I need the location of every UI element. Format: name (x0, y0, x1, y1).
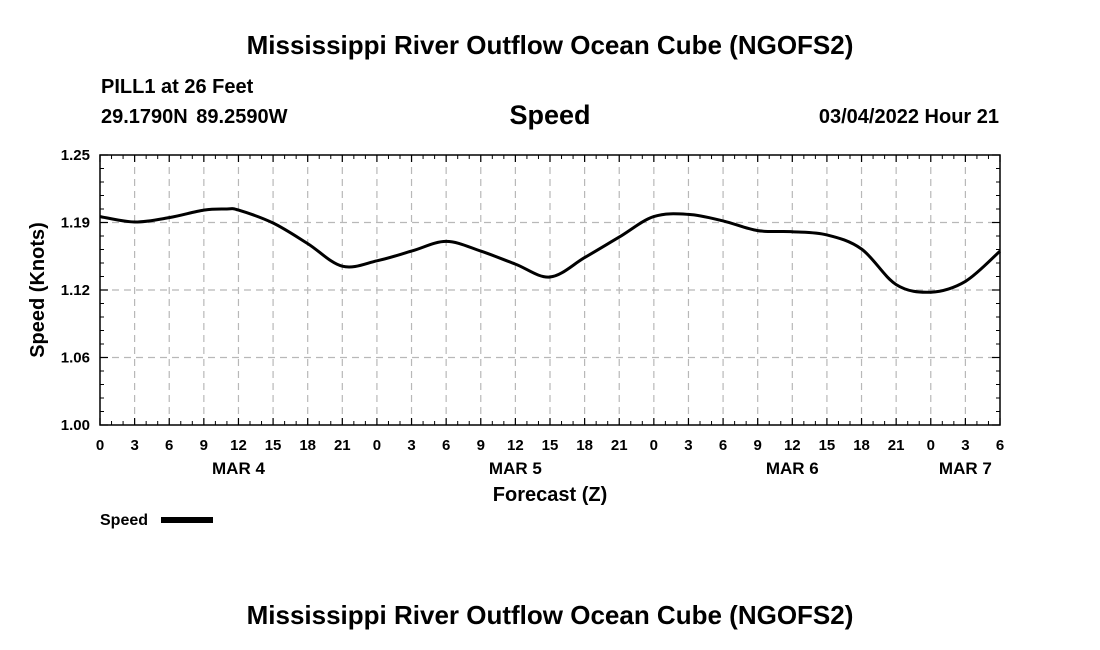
y-tick-label: 1.25 (61, 147, 90, 164)
x-tick-label: 15 (542, 437, 559, 454)
x-tick-label: 18 (299, 437, 316, 454)
footer-title: Mississippi River Outflow Ocean Cube (NG… (246, 600, 854, 630)
x-tick-label: 6 (719, 437, 727, 454)
legend: Speed (100, 512, 213, 529)
x-tick-label: 3 (961, 437, 969, 454)
date-label: MAR 6 (766, 459, 819, 478)
x-tick-label: 9 (477, 437, 485, 454)
station-coordinates: 29.1790N 89.2590W (101, 106, 288, 128)
x-tick-label: 12 (230, 437, 247, 454)
x-tick-label: 3 (130, 437, 138, 454)
y-tick-label: 1.19 (61, 215, 90, 232)
x-tick-label: 18 (576, 437, 593, 454)
x-tick-label: 18 (853, 437, 870, 454)
x-tick-label: 3 (407, 437, 415, 454)
x-tick-label: 6 (996, 437, 1004, 454)
grid-lines (100, 155, 1000, 425)
variable-title: Speed (509, 100, 591, 130)
date-label: MAR 4 (212, 459, 265, 478)
y-axis-title: Speed (Knots) (27, 222, 49, 358)
x-tick-label: 6 (442, 437, 450, 454)
x-tick-label: 12 (784, 437, 801, 454)
y-tick-label: 1.06 (61, 350, 90, 367)
plot-frame (99, 154, 1001, 426)
x-tick-label: 15 (819, 437, 836, 454)
x-tick-label: 9 (754, 437, 762, 454)
station-label: PILL1 at 26 Feet (101, 76, 254, 98)
legend-label-speed: Speed (100, 512, 148, 529)
x-tick-label: 15 (265, 437, 282, 454)
y-tick-label: 1.12 (61, 282, 90, 299)
date-label: MAR 7 (939, 459, 992, 478)
chart-main-title: Mississippi River Outflow Ocean Cube (NG… (246, 30, 854, 60)
x-tick-label: 0 (96, 437, 104, 454)
x-tick-label: 6 (165, 437, 173, 454)
x-tick-label: 21 (334, 437, 351, 454)
axis-labels: 0 3 6 9 12 15 18 21 0 3 6 9 12 15 18 21 0 3 6 9 12 15 18 21 0 3 6M… (61, 147, 1004, 478)
x-tick-label: 0 (650, 437, 658, 454)
x-axis-title: Forecast (Z) (493, 484, 607, 506)
x-tick-label: 0 (927, 437, 935, 454)
date-label: MAR 5 (489, 459, 542, 478)
speed-series-line (99, 207, 1002, 294)
y-tick-label: 1.00 (61, 417, 90, 434)
x-tick-label: 3 (684, 437, 692, 454)
x-tick-label: 21 (888, 437, 905, 454)
forecast-timestamp: 03/04/2022 Hour 21 (818, 106, 999, 128)
x-tick-label: 9 (200, 437, 208, 454)
x-tick-label: 0 (373, 437, 381, 454)
x-tick-label: 12 (507, 437, 524, 454)
x-tick-label: 21 (611, 437, 628, 454)
legend-swatch-speed (161, 517, 213, 523)
